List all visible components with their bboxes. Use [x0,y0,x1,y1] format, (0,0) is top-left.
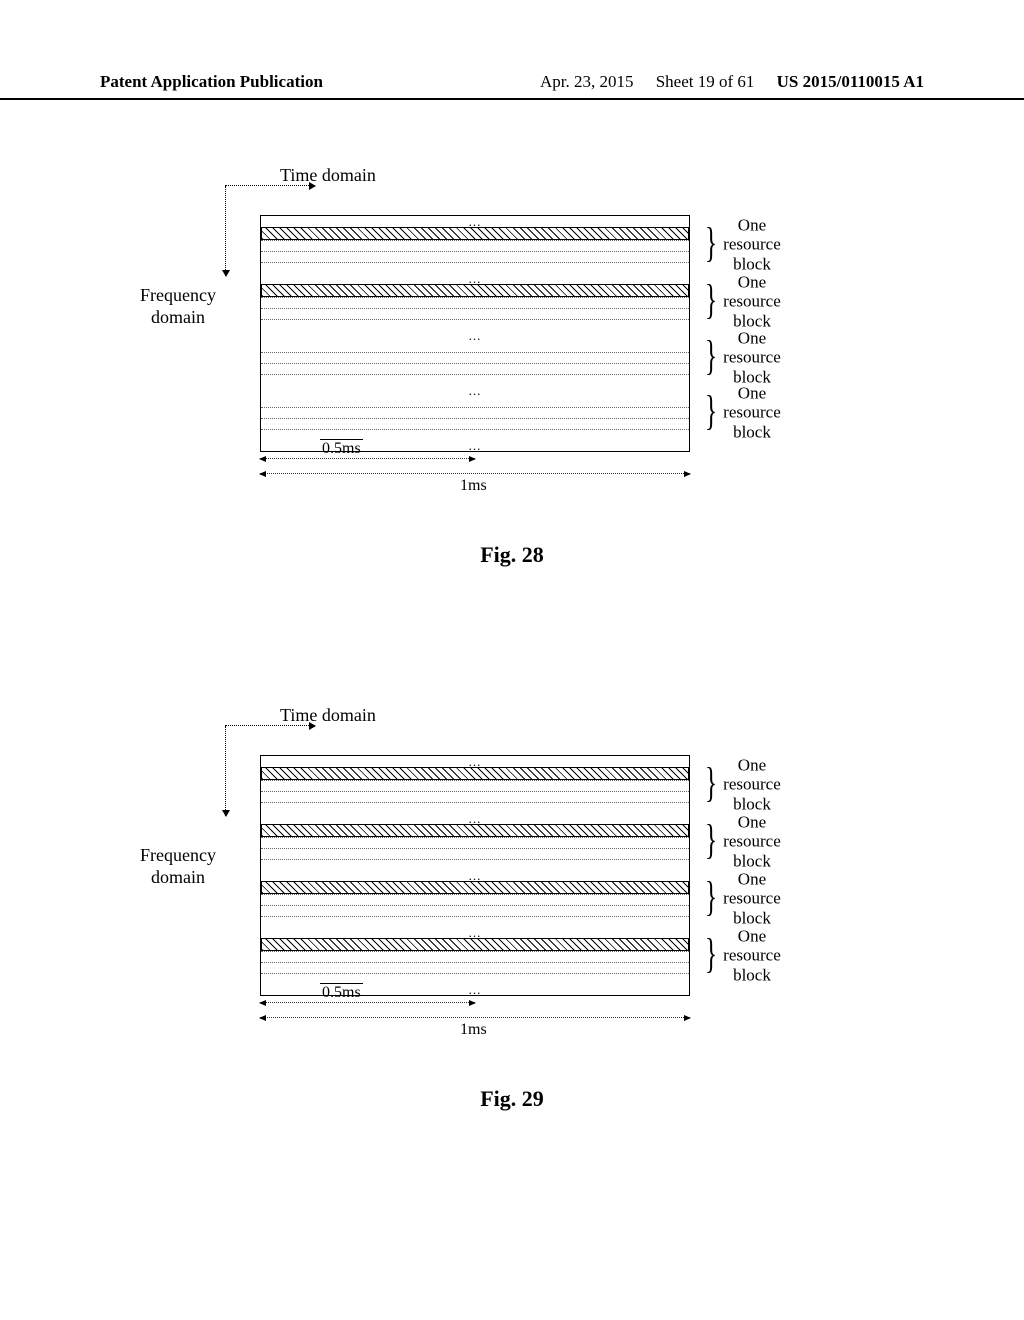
subcarrier-row [261,418,689,429]
publication-date: Apr. 23, 2015 [540,72,634,91]
subcarrier-row [261,363,689,374]
subcarrier-row [261,894,689,905]
resource-block: ...}One resourceblock [261,216,689,273]
subcarrier-row [261,251,689,262]
ellipsis-row: ... [261,385,689,396]
subcarrier-row [261,240,689,251]
resource-block: ...}One resourceblock [261,273,689,330]
resource-block-label: }One resourceblock [701,755,781,814]
resource-grid: ...}One resourceblock...}One resourceblo… [260,755,690,996]
ellipsis-row: ... [261,216,689,227]
half-slot-label: 0.5ms [320,983,363,1002]
subcarrier-row [261,962,689,973]
time-domain-label: Time domain [280,165,376,186]
subcarrier-row [261,837,689,848]
subcarrier-row [261,352,689,363]
subcarrier-row [261,407,689,418]
resource-block: ...}One resourceblock [261,756,689,813]
frequency-domain-label: Frequencydomain [140,285,216,328]
subcarrier-row [261,791,689,802]
subframe-label: 1ms [460,1021,487,1039]
resource-block-label: }One resourceblock [701,215,781,274]
ellipsis-row: ... [261,813,689,824]
resource-block: ...}One resourceblock [261,330,689,385]
resource-block-label: }One resourceblock [701,926,781,985]
resource-block: ...}One resourceblock [261,927,689,984]
resource-block-label: }One resourceblock [701,383,781,442]
subframe-label: 1ms [460,477,487,495]
half-slot-label: 0.5ms [320,439,363,458]
subframe-marker: 1ms [260,1017,690,1018]
ellipsis-row: ... [261,330,689,341]
subcarrier-row [261,951,689,962]
publication-type: Patent Application Publication [100,72,323,92]
ellipsis-row: ... [261,927,689,938]
subcarrier-row [261,780,689,791]
page-header: Patent Application Publication Apr. 23, … [0,72,1024,100]
sheet-number: Sheet 19 of 61 [656,72,755,91]
time-markers: 0.5ms 1ms [260,1000,690,1018]
time-markers: 0.5ms 1ms [260,456,690,474]
subcarrier-row [261,297,689,308]
subcarrier-row [261,905,689,916]
header-right: Apr. 23, 2015 Sheet 19 of 61 US 2015/011… [540,72,924,92]
publication-number: US 2015/0110015 A1 [777,72,924,91]
frequency-domain-label: Frequencydomain [140,845,216,888]
resource-block: ...}One resourceblock [261,813,689,870]
time-domain-label: Time domain [280,705,376,726]
resource-block-label: }One resourceblock [701,272,781,331]
figure-caption: Fig. 28 [0,542,1024,568]
ellipsis-row: ... [261,756,689,767]
resource-block: ...}One resourceblock [261,385,689,440]
resource-block-label: }One resourceblock [701,812,781,871]
half-slot-marker: 0.5ms [260,1002,690,1003]
ellipsis-row: ... [261,273,689,284]
subcarrier-row [261,848,689,859]
resource-block-label: }One resourceblock [701,869,781,928]
ellipsis-row: ... [261,870,689,881]
subframe-marker: 1ms [260,473,690,474]
subcarrier-row [261,308,689,319]
figure-caption: Fig. 29 [0,1086,1024,1112]
resource-grid: ...}One resourceblock...}One resourceblo… [260,215,690,452]
half-slot-marker: 0.5ms [260,458,690,459]
resource-block-label: }One resourceblock [701,328,781,387]
resource-block: ...}One resourceblock [261,870,689,927]
